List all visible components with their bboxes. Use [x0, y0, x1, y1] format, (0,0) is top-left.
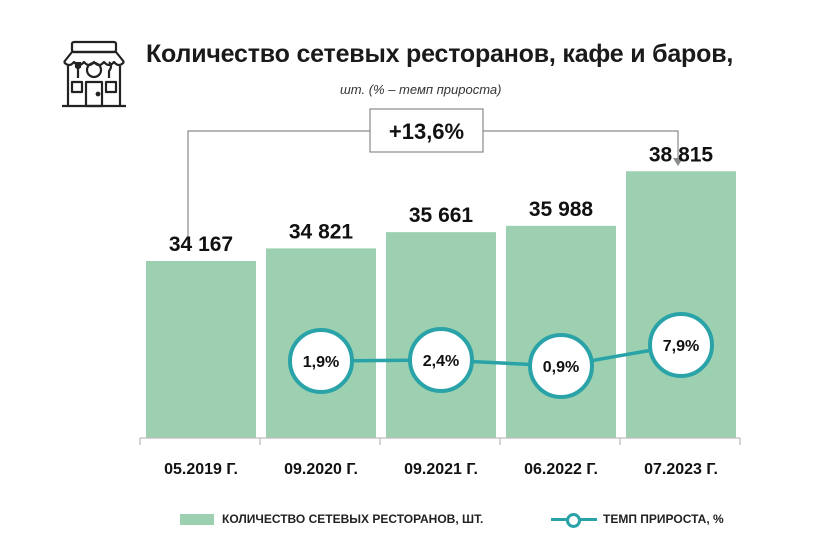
growth-label-3: 0,9%: [543, 359, 579, 376]
growth-point-2: [408, 327, 474, 393]
x-tick-label-0: 05.2019 Г.: [164, 461, 238, 478]
restaurant-storefront-icon: [58, 36, 130, 115]
chart-title: Количество сетевых ресторанов, кафе и ба…: [146, 40, 734, 68]
growth-box: [369, 108, 484, 153]
x-tick-label-1: 09.2020 Г.: [284, 461, 358, 478]
bar-value-label-2: 35 661: [409, 204, 474, 227]
growth-label-1: 1,9%: [303, 354, 339, 371]
chart-subtitle: шт. (% – темп прироста): [340, 82, 502, 97]
x-axis: 05.2019 Г. 09.2020 Г. 09.2021 Г. 06.2022 Г.…: [139, 437, 741, 478]
growth-point-4: [648, 312, 714, 378]
growth-line: [320, 343, 682, 368]
x-tick-label-2: 09.2021 Г.: [404, 461, 478, 478]
legend-item-line: ТЕМП ПРИРОСТА, %: [551, 512, 724, 528]
growth-line-group: 1,9% 2,4% 0,9% 7,9%: [288, 312, 714, 399]
bar-value-label-0: 34 167: [169, 233, 233, 256]
growth-label-2: 2,4%: [423, 353, 459, 370]
bar-3: [506, 225, 616, 438]
legend: КОЛИЧЕСТВО СЕТЕВЫХ РЕСТОРАНОВ, ШТ. ТЕМП …: [0, 512, 828, 532]
growth-point-3: [528, 333, 594, 399]
bar-4: [626, 171, 736, 438]
legend-line-marker: [551, 512, 597, 528]
total-growth-label: +13,6%: [389, 119, 464, 144]
x-tick-label-4: 07.2023 Г.: [644, 461, 718, 478]
bar-value-label-4: 38 815: [649, 143, 714, 166]
growth-label-4: 7,9%: [663, 338, 699, 355]
growth-point-1: [288, 328, 354, 394]
legend-line-label: ТЕМП ПРИРОСТА, %: [603, 512, 724, 526]
legend-bar-swatch: [180, 513, 214, 525]
bar-value-label-3: 35 988: [529, 198, 594, 221]
x-tick-label-3: 06.2022 Г.: [524, 461, 598, 478]
growth-bracket: +13,6%: [187, 108, 683, 250]
bar-value-label-1: 34 821: [289, 220, 354, 243]
bar-0: [146, 261, 256, 438]
legend-bar-label: КОЛИЧЕСТВО СЕТЕВЫХ РЕСТОРАНОВ, ШТ.: [222, 512, 484, 526]
bars-group: 34 167 34 821 35 661 35 988 38 815: [146, 143, 736, 438]
legend-item-bars: КОЛИЧЕСТВО СЕТЕВЫХ РЕСТОРАНОВ, ШТ.: [180, 512, 483, 526]
